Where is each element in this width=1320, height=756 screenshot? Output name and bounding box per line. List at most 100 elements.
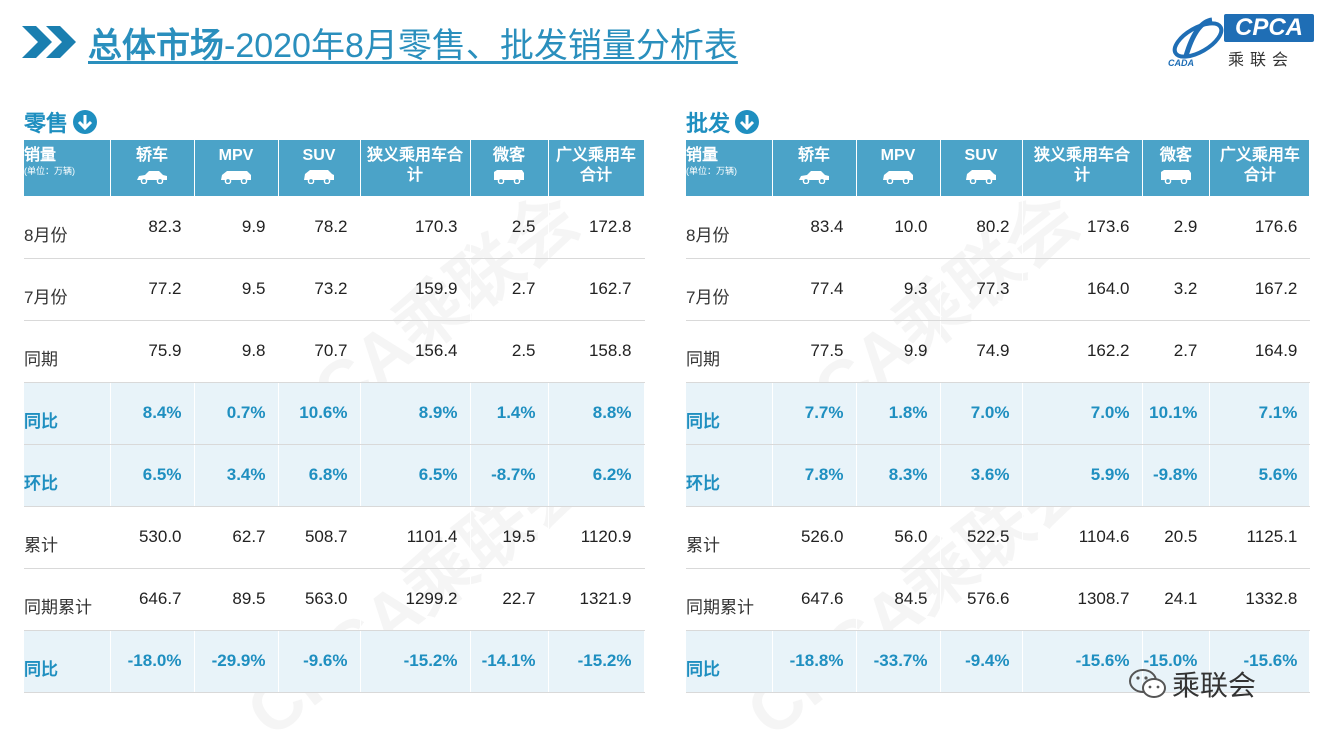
table-row: 7月份 77.4 9.3 77.3 164.0 3.2 167.2 — [686, 258, 1311, 321]
table-row: 同比 8.4% 0.7% 10.6% 8.9% 1.4% 8.8% — [24, 382, 645, 445]
table-cell: 7.0% — [1022, 382, 1143, 445]
column-header: MPV — [194, 140, 279, 196]
table-cell: 6.5% — [360, 444, 471, 507]
column-header-text: SUV — [302, 147, 336, 164]
header-label-text: 销量 — [686, 147, 719, 164]
table-cell: 2.5 — [470, 196, 549, 259]
column-header-text: 广义乘用车合计 — [1219, 147, 1300, 184]
table-cell: 1321.9 — [548, 568, 645, 631]
table-cell: 20.5 — [1142, 506, 1211, 569]
table-cell: 22.7 — [470, 568, 549, 631]
table-cell: 530.0 — [110, 506, 195, 569]
table-cell: 24.1 — [1142, 568, 1211, 631]
column-header: SUV — [278, 140, 361, 196]
table-cell: 2.9 — [1142, 196, 1211, 259]
mpv-icon — [221, 171, 251, 184]
table-cell: 74.9 — [940, 320, 1023, 383]
table-row: 8月份 82.3 9.9 78.2 170.3 2.5 172.8 — [24, 196, 645, 259]
mpv-icon — [883, 171, 913, 184]
table-cell: 8.9% — [360, 382, 471, 445]
table-cell: 170.3 — [360, 196, 471, 259]
row-label: 同期 — [686, 320, 773, 383]
table-cell: 2.7 — [1142, 320, 1211, 383]
column-header-text: MPV — [218, 147, 254, 164]
table-cell: -9.6% — [278, 630, 361, 693]
table-cell: 7.0% — [940, 382, 1023, 445]
table-cell: -18.0% — [110, 630, 195, 693]
table-cell: 83.4 — [772, 196, 857, 259]
column-header: 广义乘用车合计 — [548, 140, 645, 196]
retail-table: 销量 (单位：万辆) 轿车 MPV SUV 狭义乘用车合计 微客 广义乘用车合计 8月份 82.… — [24, 140, 645, 693]
table-row: 同期累计 647.6 84.5 576.6 1308.7 24.1 1332.8 — [686, 568, 1311, 631]
table-cell: 89.5 — [194, 568, 279, 631]
column-header-text: 广义乘用车合计 — [555, 147, 636, 184]
table-cell: 8.4% — [110, 382, 195, 445]
arrow-down-circle-icon — [73, 110, 98, 134]
logo-swirl-icon — [1172, 17, 1224, 59]
column-header-text: 狭义乘用车合计 — [1033, 147, 1130, 184]
column-header-text: 轿车 — [797, 147, 830, 164]
row-label: 同比 — [686, 630, 773, 693]
table-cell: 9.5 — [194, 258, 279, 321]
table-cell: 647.6 — [772, 568, 857, 631]
cpca-logo: CPCA 乘联会 CADA — [1168, 12, 1316, 74]
table-cell: 3.4% — [194, 444, 279, 507]
table-cell: 0.7% — [194, 382, 279, 445]
table-cell: 162.2 — [1022, 320, 1143, 383]
table-cell: 526.0 — [772, 506, 857, 569]
table-cell: 1104.6 — [1022, 506, 1143, 569]
column-header-text: MPV — [880, 147, 916, 164]
table-row: 8月份 83.4 10.0 80.2 173.6 2.9 176.6 — [686, 196, 1311, 259]
table-row: 累计 530.0 62.7 508.7 1101.4 19.5 1120.9 — [24, 506, 645, 569]
table-cell: 82.3 — [110, 196, 195, 259]
header-unit-text: (单位：万辆) — [24, 166, 75, 176]
retail-section: 零售 销量 (单位：万辆) 轿车 MPV SUV 狭义乘用车合计 微客 广义乘用车合计 8月份… — [24, 104, 645, 693]
row-label: 环比 — [24, 444, 111, 507]
table-cell: 73.2 — [278, 258, 361, 321]
minivan-icon — [1160, 170, 1191, 184]
table-cell: 77.4 — [772, 258, 857, 321]
table-cell: 2.5 — [470, 320, 549, 383]
table-cell: -9.8% — [1142, 444, 1211, 507]
column-header-text: 微客 — [492, 147, 525, 164]
table-cell: 9.8 — [194, 320, 279, 383]
table-cell: 80.2 — [940, 196, 1023, 259]
page-title: 总体市场-2020年8月零售、批发销量分析表 — [88, 26, 738, 65]
sedan-icon — [137, 171, 167, 184]
table-cell: 8.3% — [856, 444, 941, 507]
header-label-text: 销量 — [24, 147, 57, 164]
page-header: 总体市场-2020年8月零售、批发销量分析表 — [18, 12, 738, 72]
table-cell: -8.7% — [470, 444, 549, 507]
table-cell: 84.5 — [856, 568, 941, 631]
column-header-text: 轿车 — [135, 147, 168, 164]
row-label: 累计 — [24, 506, 111, 569]
table-cell: -18.8% — [772, 630, 857, 693]
table-cell: 646.7 — [110, 568, 195, 631]
table-cell: 10.0 — [856, 196, 941, 259]
table-cell: 7.7% — [772, 382, 857, 445]
table-cell: 78.2 — [278, 196, 361, 259]
table-cell: -15.6% — [1022, 630, 1143, 693]
row-label: 环比 — [686, 444, 773, 507]
retail-title: 零售 — [24, 104, 645, 140]
table-cell: 6.5% — [110, 444, 195, 507]
table-cell: 6.8% — [278, 444, 361, 507]
row-label: 同比 — [24, 382, 111, 445]
table-cell: 1.4% — [470, 382, 549, 445]
table-cell: -15.6% — [1209, 630, 1311, 693]
table-row: 累计 526.0 56.0 522.5 1104.6 20.5 1125.1 — [686, 506, 1311, 569]
column-header: 狭义乘用车合计 — [360, 140, 471, 196]
column-header: MPV — [856, 140, 941, 196]
table-cell: 508.7 — [278, 506, 361, 569]
column-header-text: 狭义乘用车合计 — [366, 147, 463, 184]
table-cell: 563.0 — [278, 568, 361, 631]
table-cell: 1332.8 — [1209, 568, 1311, 631]
table-cell: 159.9 — [360, 258, 471, 321]
table-cell: 77.3 — [940, 258, 1023, 321]
row-label: 同比 — [24, 630, 111, 693]
table-cell: 1299.2 — [360, 568, 471, 631]
wholesale-title: 批发 — [686, 104, 1310, 140]
table-cell: 1120.9 — [548, 506, 645, 569]
table-cell: 522.5 — [940, 506, 1023, 569]
table-cell: 8.8% — [548, 382, 645, 445]
